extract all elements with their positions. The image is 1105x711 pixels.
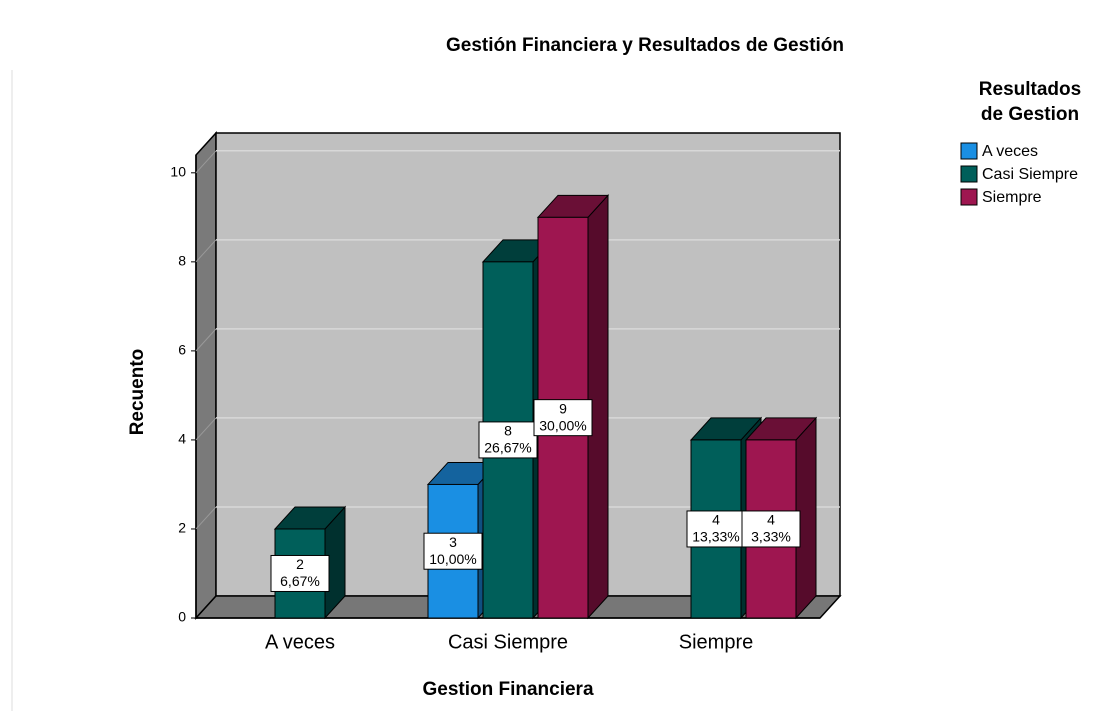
percent-label: 10,00% bbox=[429, 551, 476, 567]
data-label: 930,00% bbox=[533, 399, 593, 437]
legend-swatch bbox=[960, 165, 978, 183]
y-tick-label: 2 bbox=[178, 520, 186, 536]
value-label: 8 bbox=[504, 423, 512, 439]
value-label: 4 bbox=[767, 512, 775, 528]
x-axis-title: Gestion Financiera bbox=[422, 679, 593, 700]
legend-title: de Gestion bbox=[981, 104, 1079, 125]
data-label: 43,33% bbox=[741, 510, 801, 548]
legend-label: Siempre bbox=[982, 189, 1042, 206]
percent-label: 26,67% bbox=[484, 440, 531, 456]
value-label: 9 bbox=[559, 400, 567, 416]
percent-label: 6,67% bbox=[280, 573, 320, 589]
legend: Resultados de Gestion A veces Casi Siempr… bbox=[960, 79, 1081, 206]
grid-line bbox=[195, 150, 217, 174]
legend-swatch bbox=[960, 188, 978, 206]
percent-label: 3,33% bbox=[751, 529, 791, 545]
legend-label: A veces bbox=[982, 143, 1038, 160]
legend-swatch bbox=[960, 142, 978, 160]
data-label: 310,00% bbox=[423, 532, 483, 570]
label-box bbox=[686, 510, 746, 548]
percent-label: 30,00% bbox=[539, 417, 586, 433]
value-label: 4 bbox=[712, 512, 720, 528]
x-tick-label: A veces bbox=[265, 631, 335, 653]
data-label: 413,33% bbox=[686, 510, 746, 548]
grid-line bbox=[195, 506, 217, 530]
y-tick-label: 0 bbox=[178, 609, 186, 625]
percent-label: 13,33% bbox=[692, 529, 739, 545]
grid-line bbox=[195, 328, 217, 352]
data-label: 26,67% bbox=[270, 554, 330, 592]
value-label: 2 bbox=[296, 556, 304, 572]
legend-title: Resultados bbox=[979, 79, 1081, 100]
side-wall bbox=[195, 131, 217, 620]
chart-title: Gestión Financiera y Resultados de Gesti… bbox=[446, 35, 844, 56]
x-tick-label: Siempre bbox=[679, 631, 753, 653]
label-box bbox=[270, 554, 330, 592]
y-tick-label: 4 bbox=[178, 431, 186, 447]
x-tick-label: Casi Siempre bbox=[448, 631, 568, 653]
y-tick-label: 10 bbox=[170, 164, 186, 180]
label-box bbox=[478, 421, 538, 459]
y-tick-label: 8 bbox=[178, 253, 186, 269]
y-tick-label: 6 bbox=[178, 342, 186, 358]
legend-label: Casi Siempre bbox=[982, 166, 1078, 183]
grid-line bbox=[195, 417, 217, 441]
grid-line bbox=[195, 239, 217, 263]
y-axis-title: Recuento bbox=[127, 349, 148, 436]
data-label: 826,67% bbox=[478, 421, 538, 459]
value-label: 3 bbox=[449, 534, 457, 550]
label-box bbox=[741, 510, 801, 548]
label-box bbox=[533, 399, 593, 437]
label-box bbox=[423, 532, 483, 570]
